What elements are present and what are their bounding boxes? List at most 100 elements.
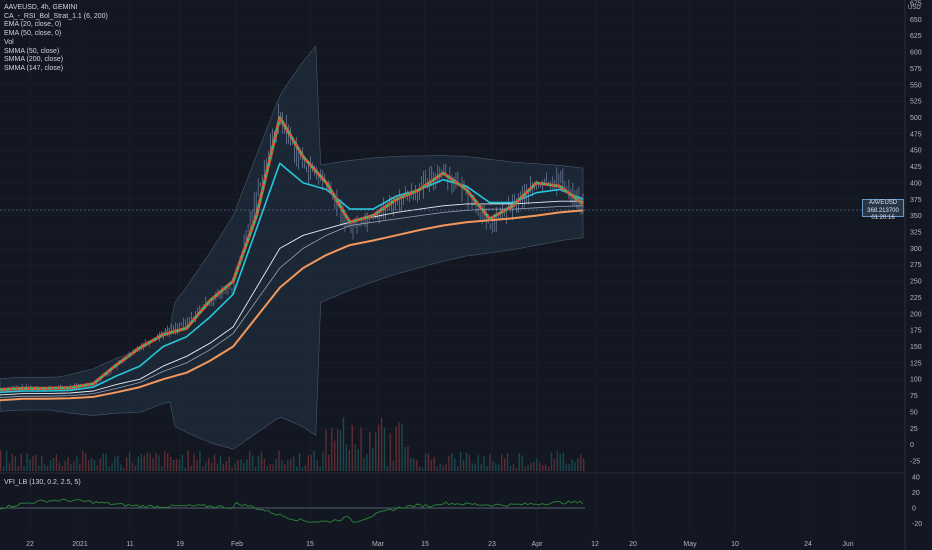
study-vol[interactable]: Vol xyxy=(4,38,14,46)
vfi-legend[interactable]: VFI_LB (130, 0.2, 2.5, 5) xyxy=(4,479,81,486)
volume-bar xyxy=(246,459,248,471)
volume-bar xyxy=(287,459,289,471)
volume-bar xyxy=(512,463,515,471)
volume-bar xyxy=(377,424,380,471)
volume-bar xyxy=(345,444,348,471)
volume-bar xyxy=(213,454,216,471)
volume-bar xyxy=(430,459,433,471)
volume-bar xyxy=(184,467,186,471)
volume-bar xyxy=(316,460,318,471)
time-tick: 15 xyxy=(306,541,314,548)
volume-bar xyxy=(140,454,143,471)
volume-bar xyxy=(544,464,547,471)
volume-bar xyxy=(571,459,573,471)
time-tick: Feb xyxy=(231,541,243,548)
volume-bar xyxy=(205,462,207,471)
volume-bar xyxy=(52,458,55,471)
volume-bar xyxy=(322,452,324,471)
volume-bar xyxy=(439,463,441,471)
volume-bar xyxy=(175,459,178,471)
volume-bar xyxy=(421,467,424,471)
study-smma50[interactable]: SMMA (50, close) xyxy=(4,47,60,55)
volume-bar xyxy=(486,466,488,471)
volume-bar xyxy=(577,457,579,471)
price-tick: -25 xyxy=(910,459,920,466)
volume-bar xyxy=(67,457,69,471)
volume-bar xyxy=(404,447,406,471)
volume-bar xyxy=(187,450,189,471)
volume-bar xyxy=(568,463,570,471)
study-ema20[interactable]: EMA (20, close, 0) xyxy=(4,21,62,29)
volume-bar xyxy=(448,455,450,471)
volume-bar xyxy=(41,455,43,471)
volume-bar xyxy=(374,432,377,471)
study-smma147[interactable]: SMMA (147, close) xyxy=(4,64,64,72)
volume-bar xyxy=(471,463,474,471)
price-tag-symbol: AAVEUSD xyxy=(868,200,898,206)
time-tick: 10 xyxy=(731,541,739,548)
volume-bar xyxy=(310,454,312,471)
volume-bar xyxy=(61,465,63,471)
volume-bar xyxy=(389,433,392,471)
volume-bar xyxy=(465,452,468,471)
price-tick: 550 xyxy=(910,82,922,89)
volume-bar xyxy=(190,465,192,471)
volume-bar xyxy=(424,453,427,471)
volume-bar xyxy=(524,466,526,471)
series-line xyxy=(0,205,584,398)
volume-bar xyxy=(108,466,110,471)
time-tick: 22 xyxy=(26,541,34,548)
volume-bar xyxy=(304,465,307,471)
price-tick: 575 xyxy=(910,66,922,73)
volume-bar xyxy=(14,456,17,471)
volume-bar xyxy=(225,461,227,471)
volume-bar xyxy=(99,458,102,471)
volume-bar xyxy=(380,417,383,471)
volume-bar xyxy=(243,463,245,471)
volume-bar xyxy=(240,459,242,471)
price-tick: 125 xyxy=(910,360,922,367)
price-tick: 100 xyxy=(910,377,922,384)
volume-bar xyxy=(114,456,116,471)
symbol-title[interactable]: AAVEUSD, 4h, GEMINI xyxy=(4,4,78,11)
volume-bar xyxy=(565,463,567,471)
study-rsi-bol[interactable]: CA_-_RSI_Bol_Strat_1.1 (6, 200) xyxy=(4,12,108,20)
volume-bar xyxy=(251,455,254,471)
volume-bar xyxy=(483,456,485,471)
volume-bar xyxy=(257,455,260,471)
volume-bar xyxy=(295,466,298,471)
volume-bar xyxy=(281,460,283,471)
study-smma200[interactable]: SMMA (200, close) xyxy=(4,56,64,64)
volume-bar xyxy=(386,466,389,471)
volume-bar xyxy=(172,459,175,471)
volume-bar xyxy=(228,456,230,471)
volume-bar xyxy=(459,451,462,471)
series-line xyxy=(0,200,583,396)
price-tick: 300 xyxy=(910,246,922,253)
volume-bar xyxy=(231,467,233,471)
volume-bar xyxy=(169,456,172,471)
volume-bar xyxy=(413,458,415,471)
volume-bar xyxy=(527,464,529,471)
volume-bar xyxy=(539,462,541,471)
price-tick: 375 xyxy=(910,197,922,204)
volume-bar xyxy=(328,454,330,471)
volume-bar xyxy=(105,453,107,471)
price-tick: 350 xyxy=(910,213,922,220)
volume-bar xyxy=(427,453,430,471)
volume-bar xyxy=(418,466,421,471)
volume-bar xyxy=(0,450,2,471)
price-tick: 75 xyxy=(910,393,918,400)
volume-bar xyxy=(269,463,271,471)
volume-bar xyxy=(272,464,274,471)
volume-bar xyxy=(366,454,368,471)
volume-bar xyxy=(477,455,479,471)
volume-bar xyxy=(307,455,310,471)
volume-bar xyxy=(96,464,99,471)
volume-bar xyxy=(254,466,257,471)
volume-bar xyxy=(357,449,359,471)
volume-bar xyxy=(149,453,151,471)
volume-bar xyxy=(372,447,374,471)
study-ema50[interactable]: EMA (50, close, 0) xyxy=(4,30,62,38)
